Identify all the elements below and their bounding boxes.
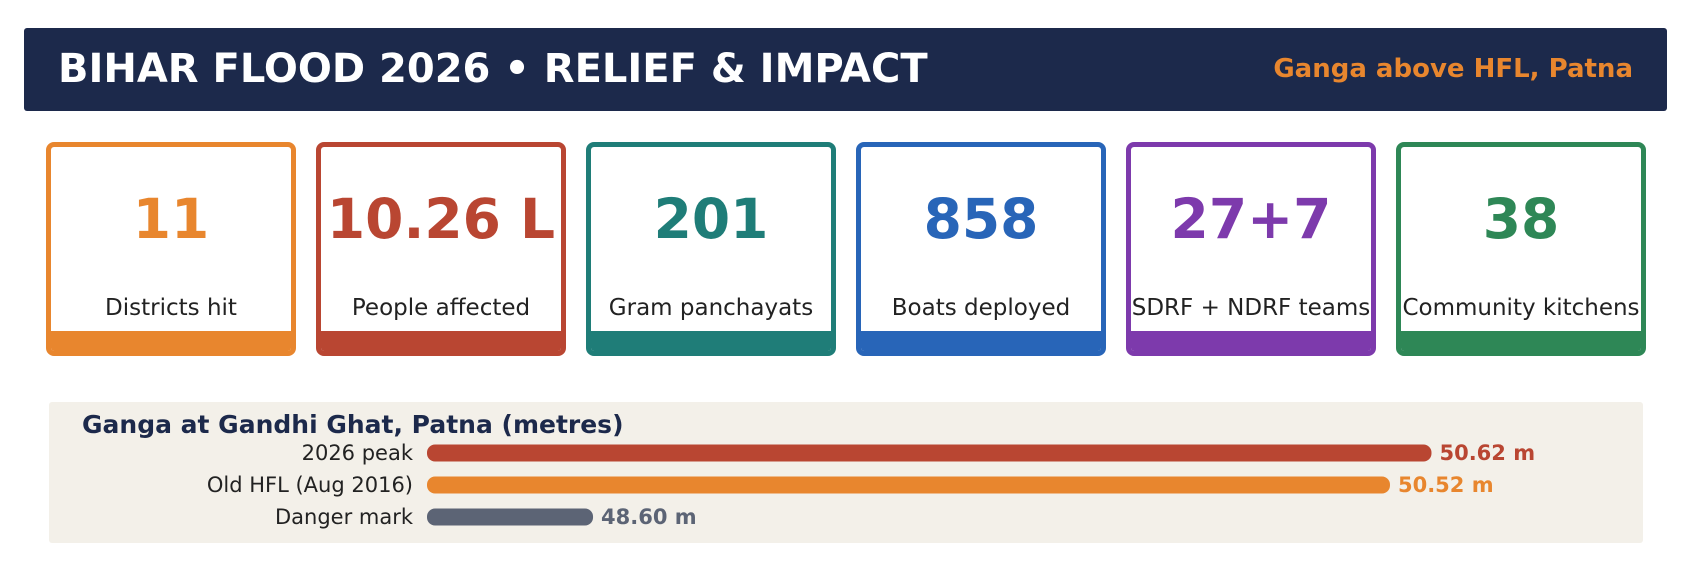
river-level-chart: 2026 peak 50.62 m Old HFL (Aug 2016) 50.52 … xyxy=(207,441,1535,529)
stat-card-strip xyxy=(1401,331,1641,351)
level-bar xyxy=(427,476,1390,494)
level-bar xyxy=(427,444,1432,462)
stat-value: 11 xyxy=(132,187,210,251)
river-level-panel: Ganga at Gandhi Ghat, Patna (metres) 202… xyxy=(49,402,1643,543)
stat-label: Districts hit xyxy=(105,295,237,321)
page-title: BIHAR FLOOD 2026 • RELIEF & IMPACT xyxy=(58,46,928,92)
level-bar xyxy=(427,508,594,526)
stat-card-boats: 858 Boats deployed xyxy=(856,142,1106,356)
stat-label: Gram panchayats xyxy=(608,295,814,321)
stat-cards: 11 Districts hit 10.26 L People affected… xyxy=(46,142,1646,356)
stat-card-strip xyxy=(1131,331,1371,351)
stat-value: 10.26 L xyxy=(326,187,556,251)
stat-value: 38 xyxy=(1482,187,1560,251)
stat-value: 858 xyxy=(923,187,1039,251)
stat-card-kitchens: 38 Community kitchens xyxy=(1396,142,1646,356)
value-label: 50.52 m xyxy=(1398,473,1494,497)
stat-label: SDRF + NDRF teams xyxy=(1131,295,1371,321)
stat-card-strip xyxy=(591,331,831,351)
value-label: 50.62 m xyxy=(1439,441,1535,465)
category-label: 2026 peak xyxy=(302,441,414,465)
value-label: 48.60 m xyxy=(601,505,697,529)
stat-label: Community kitchens xyxy=(1402,295,1640,321)
stat-card-strip xyxy=(861,331,1101,351)
stat-card-districts: 11 Districts hit xyxy=(46,142,296,356)
stat-label: People affected xyxy=(351,295,531,321)
stat-value: 201 xyxy=(653,187,769,251)
stat-label: Boats deployed xyxy=(891,295,1071,321)
stat-card-panchayats: 201 Gram panchayats xyxy=(586,142,836,356)
stat-card-strip xyxy=(51,331,291,351)
category-label: Old HFL (Aug 2016) xyxy=(207,473,413,497)
stat-card-people: 10.26 L People affected xyxy=(316,142,566,356)
category-label: Danger mark xyxy=(275,505,414,529)
title-banner: BIHAR FLOOD 2026 • RELIEF & IMPACT Ganga… xyxy=(24,28,1667,111)
stat-value: 27+7 xyxy=(1170,187,1332,251)
stat-card-strip xyxy=(321,331,561,351)
chart-title: Ganga at Gandhi Ghat, Patna (metres) xyxy=(82,410,624,439)
river-status-subtitle: Ganga above HFL, Patna xyxy=(1273,54,1633,84)
stat-card-teams: 27+7 SDRF + NDRF teams xyxy=(1126,142,1376,356)
